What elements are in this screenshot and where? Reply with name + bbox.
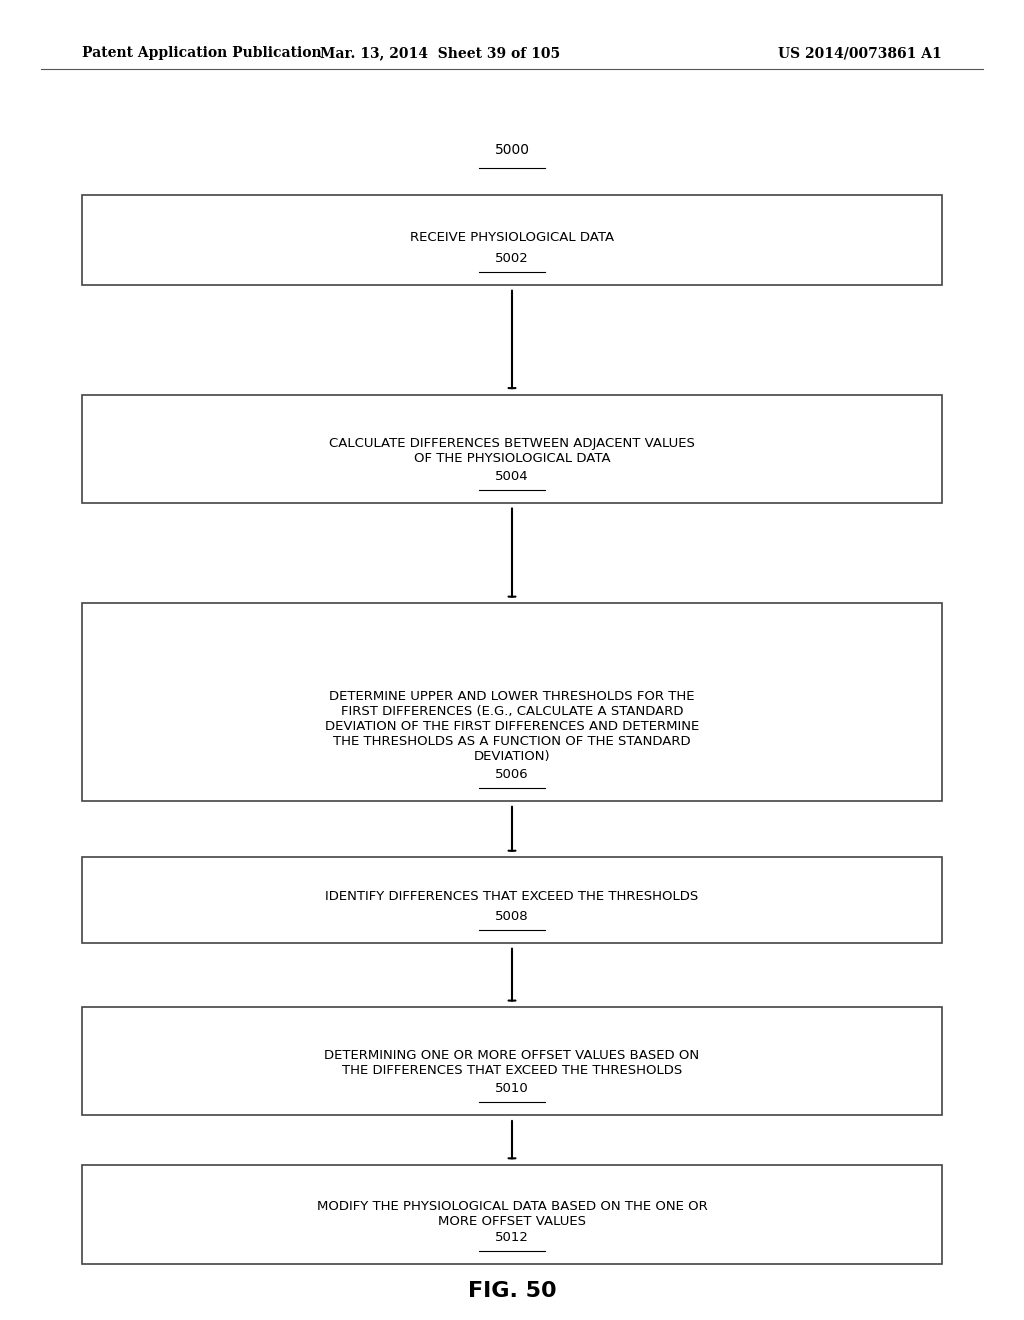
Text: 5012: 5012	[495, 1232, 529, 1243]
Text: 5006: 5006	[496, 768, 528, 781]
Text: Mar. 13, 2014  Sheet 39 of 105: Mar. 13, 2014 Sheet 39 of 105	[321, 46, 560, 61]
Text: FIG. 50: FIG. 50	[468, 1280, 556, 1302]
Text: MODIFY THE PHYSIOLOGICAL DATA BASED ON THE ONE OR
MORE OFFSET VALUES: MODIFY THE PHYSIOLOGICAL DATA BASED ON T…	[316, 1200, 708, 1228]
Text: 5002: 5002	[496, 252, 528, 265]
Text: 5000: 5000	[495, 144, 529, 157]
FancyBboxPatch shape	[82, 1007, 942, 1115]
Text: 5008: 5008	[496, 911, 528, 923]
Text: Patent Application Publication: Patent Application Publication	[82, 46, 322, 61]
Text: IDENTIFY DIFFERENCES THAT EXCEED THE THRESHOLDS: IDENTIFY DIFFERENCES THAT EXCEED THE THR…	[326, 890, 698, 903]
Text: 5010: 5010	[496, 1082, 528, 1096]
Text: RECEIVE PHYSIOLOGICAL DATA: RECEIVE PHYSIOLOGICAL DATA	[410, 231, 614, 244]
FancyBboxPatch shape	[82, 603, 942, 801]
FancyBboxPatch shape	[82, 1166, 942, 1265]
Text: US 2014/0073861 A1: US 2014/0073861 A1	[778, 46, 942, 61]
Text: CALCULATE DIFFERENCES BETWEEN ADJACENT VALUES
OF THE PHYSIOLOGICAL DATA: CALCULATE DIFFERENCES BETWEEN ADJACENT V…	[329, 437, 695, 465]
FancyBboxPatch shape	[82, 858, 942, 942]
FancyBboxPatch shape	[82, 195, 942, 285]
Text: 5004: 5004	[496, 470, 528, 483]
Text: DETERMINING ONE OR MORE OFFSET VALUES BASED ON
THE DIFFERENCES THAT EXCEED THE T: DETERMINING ONE OR MORE OFFSET VALUES BA…	[325, 1049, 699, 1077]
FancyBboxPatch shape	[82, 395, 942, 503]
Text: DETERMINE UPPER AND LOWER THRESHOLDS FOR THE
FIRST DIFFERENCES (E.G., CALCULATE : DETERMINE UPPER AND LOWER THRESHOLDS FOR…	[325, 690, 699, 763]
